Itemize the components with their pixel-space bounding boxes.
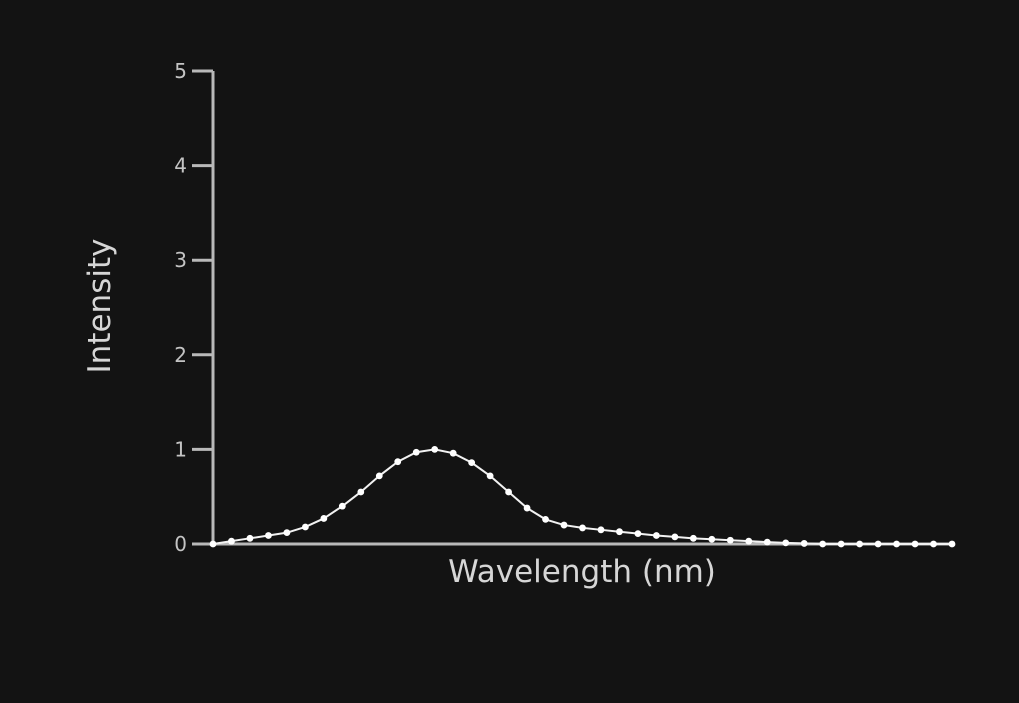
data-point bbox=[320, 515, 328, 522]
data-point bbox=[431, 446, 439, 453]
data-point bbox=[468, 459, 476, 467]
data-point bbox=[394, 458, 402, 466]
data-point bbox=[301, 523, 309, 531]
data-point bbox=[505, 488, 512, 496]
y-tick-label: 0 bbox=[174, 532, 187, 556]
data-point bbox=[579, 524, 586, 532]
x-axis-title: Wavelength (nm) bbox=[448, 554, 716, 590]
data-point bbox=[782, 539, 790, 547]
data-point bbox=[893, 540, 900, 548]
data-point bbox=[634, 530, 642, 537]
data-point bbox=[616, 528, 623, 536]
data-point bbox=[874, 540, 882, 548]
data-point bbox=[671, 533, 679, 541]
data-point bbox=[265, 532, 272, 539]
data-point bbox=[597, 526, 605, 534]
data-point bbox=[560, 521, 568, 529]
data-point bbox=[375, 472, 383, 480]
data-point bbox=[357, 488, 365, 496]
data-point bbox=[653, 532, 660, 539]
y-axis-ticks: 0 1 2 3 4 5 bbox=[174, 59, 213, 556]
data-point bbox=[486, 472, 494, 480]
data-point bbox=[726, 536, 734, 544]
data-points bbox=[209, 446, 956, 548]
data-point bbox=[745, 537, 753, 545]
data-point bbox=[523, 504, 531, 512]
data-point bbox=[689, 534, 697, 542]
y-axis-title: Intensity bbox=[82, 239, 118, 374]
y-tick-label: 5 bbox=[174, 59, 187, 83]
data-point bbox=[412, 448, 420, 456]
data-point bbox=[763, 538, 771, 546]
data-point bbox=[246, 534, 254, 542]
data-point bbox=[449, 449, 457, 457]
data-point bbox=[819, 540, 827, 548]
y-tick-label: 1 bbox=[174, 437, 187, 461]
data-point bbox=[228, 537, 235, 545]
data-point bbox=[837, 540, 845, 548]
data-point bbox=[338, 502, 346, 510]
data-point bbox=[948, 540, 956, 548]
data-point bbox=[856, 540, 864, 548]
data-point bbox=[708, 535, 716, 543]
data-point bbox=[911, 540, 919, 548]
data-point bbox=[542, 516, 549, 523]
data-point bbox=[800, 540, 808, 547]
y-tick-label: 3 bbox=[174, 248, 187, 272]
y-tick-label: 4 bbox=[174, 154, 187, 178]
y-tick-label: 2 bbox=[174, 343, 187, 367]
data-point bbox=[283, 529, 291, 537]
data-point bbox=[930, 540, 937, 548]
data-point bbox=[209, 540, 217, 548]
